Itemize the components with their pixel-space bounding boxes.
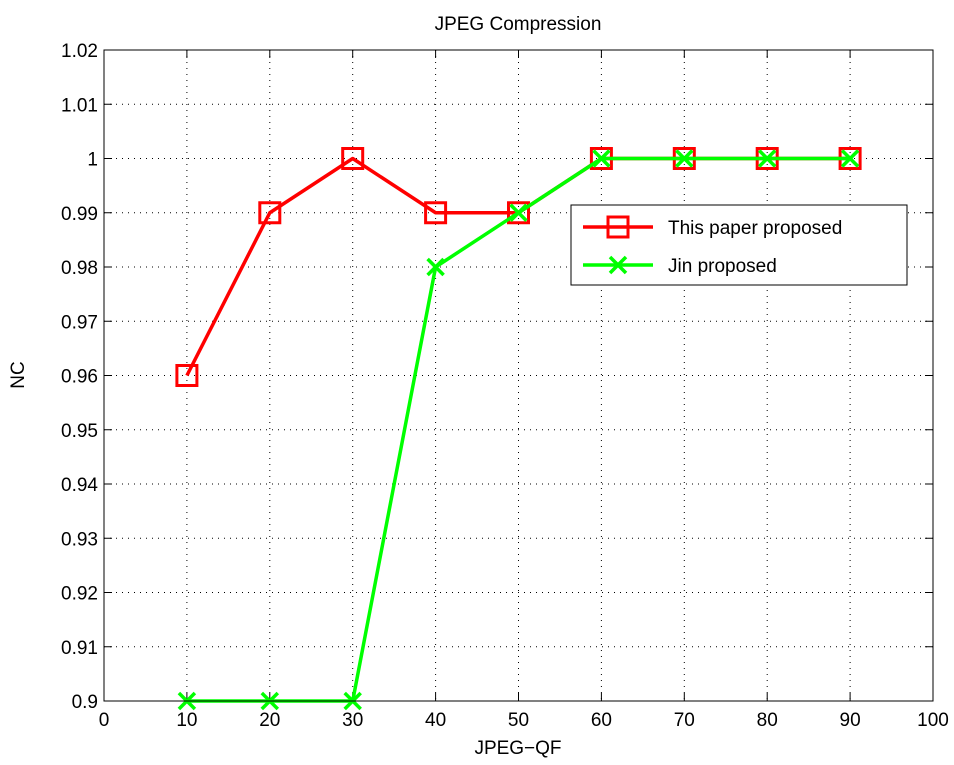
data-point-stroke xyxy=(426,257,445,277)
x-tick-label: 80 xyxy=(757,710,778,731)
y-tick-label: 0.96 xyxy=(61,367,98,388)
legend-marker xyxy=(606,215,630,239)
legend-marker-stroke xyxy=(608,255,628,275)
x-tick-label: 70 xyxy=(674,710,695,731)
y-axis-label: NC xyxy=(8,361,29,388)
data-point xyxy=(258,201,282,225)
plot-area-frame xyxy=(103,49,934,702)
legend-label: Jin proposed xyxy=(668,256,777,277)
data-point-stroke xyxy=(757,149,777,168)
chart-title: JPEG Compression xyxy=(435,14,602,35)
x-tick-label: 30 xyxy=(342,710,363,731)
y-tick-label: 0.9 xyxy=(72,692,98,713)
x-tick-label: 60 xyxy=(591,710,612,731)
data-point xyxy=(341,147,365,170)
legend-item: This paper proposed xyxy=(583,215,842,239)
data-point xyxy=(426,257,445,277)
data-point-stroke xyxy=(840,149,860,168)
data-point-stroke xyxy=(592,149,611,168)
data-point xyxy=(509,203,528,222)
x-tick-label: 0 xyxy=(99,710,110,731)
y-tick-label: 0.94 xyxy=(61,475,98,496)
x-tick-label: 90 xyxy=(840,710,861,731)
data-point xyxy=(757,149,777,168)
x-tick-label: 20 xyxy=(259,710,280,731)
y-tick-label: 0.93 xyxy=(61,529,98,550)
legend-item: Jin proposed xyxy=(583,255,777,277)
y-tick-label: 0.99 xyxy=(61,204,98,225)
x-ticks: 0 10 20 30 40 50 60 70 80 90 100 xyxy=(99,50,949,731)
y-tick-label: 0.97 xyxy=(61,312,98,333)
data-point xyxy=(507,201,530,225)
data-point-stroke xyxy=(675,149,694,168)
y-tick-label: 0.91 xyxy=(61,638,98,659)
data-point xyxy=(592,149,611,168)
y-ticks: 0.9 0.91 0.92 0.93 0.94 0.95 0.96 0.97 0.98 0.99 1… xyxy=(61,41,933,713)
y-tick-label: 0.98 xyxy=(61,258,98,279)
x-tick-label: 40 xyxy=(425,710,446,731)
y-tick-label: 0.92 xyxy=(61,584,98,605)
legend-label: This paper proposed xyxy=(668,218,842,239)
x-tick-label: 10 xyxy=(176,710,197,731)
data-point xyxy=(424,201,448,225)
data-point xyxy=(675,149,694,168)
x-axis-label: JPEG−QF xyxy=(474,738,561,759)
y-tick-label: 0.95 xyxy=(61,421,98,442)
x-tick-label: 50 xyxy=(508,710,529,731)
y-tick-label: 1.01 xyxy=(61,95,98,116)
data-point-stroke xyxy=(509,203,528,222)
legend: This paper proposed Jin proposed xyxy=(570,204,908,286)
x-tick-label: 100 xyxy=(917,710,949,731)
data-point xyxy=(175,364,199,387)
y-tick-label: 1 xyxy=(87,150,98,171)
data-point xyxy=(840,149,860,168)
y-tick-label: 1.02 xyxy=(61,41,98,62)
legend-marker xyxy=(608,255,628,275)
